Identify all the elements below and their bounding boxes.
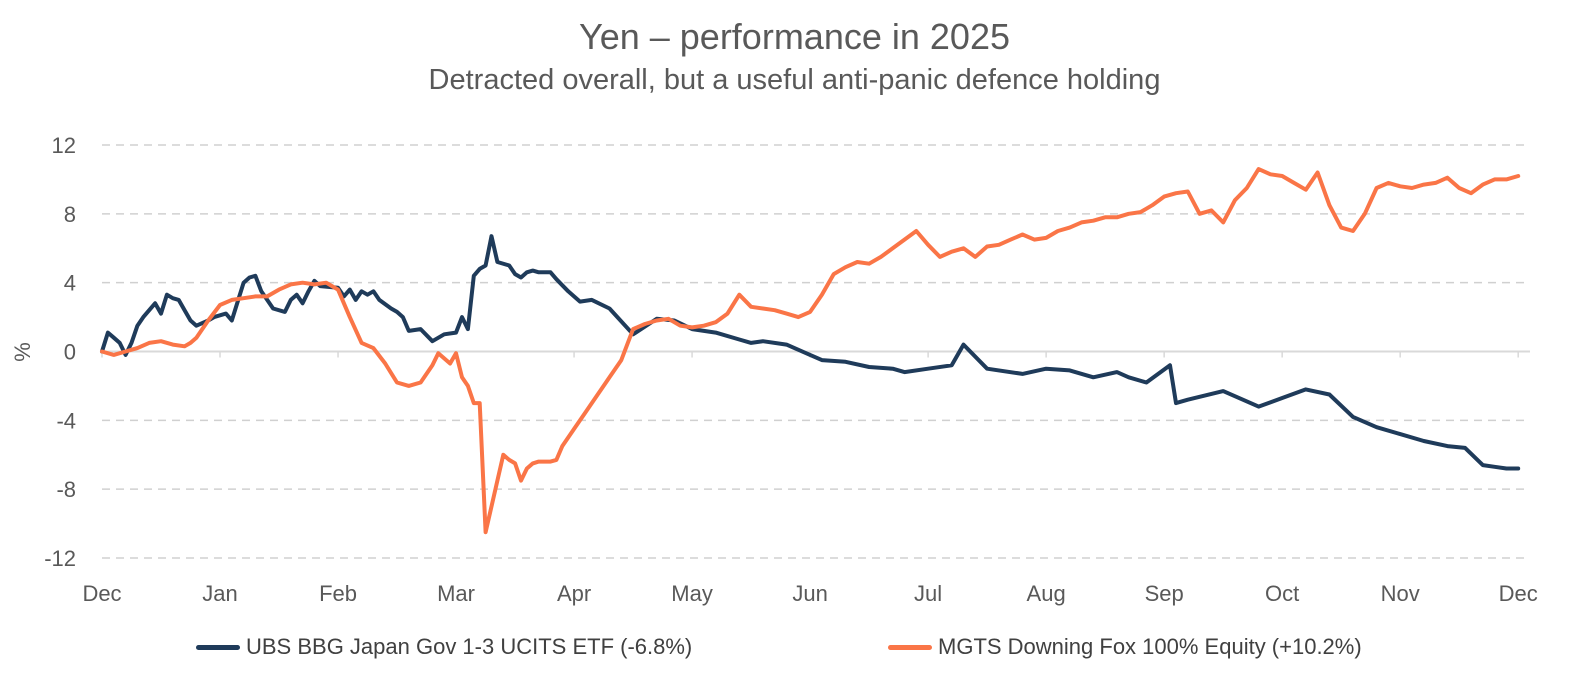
x-tick-label: Sep xyxy=(1145,581,1184,606)
y-tick-label: 8 xyxy=(64,202,76,227)
legend: UBS BBG Japan Gov 1-3 UCITS ETF (-6.8%) … xyxy=(0,634,1589,666)
series-line-ubs xyxy=(100,234,1521,471)
y-tick-label: -12 xyxy=(44,546,76,571)
y-tick-label: -4 xyxy=(56,408,76,433)
series-line-mgts xyxy=(100,167,1521,535)
x-axis-ticks: Dec Jan Feb Mar Apr May Jun Jul Aug Sep Oct Nov Dec xyxy=(82,351,1538,606)
legend-swatch-mgts xyxy=(888,644,932,650)
chart-subtitle: Detracted overall, but a useful anti-pan… xyxy=(428,64,1161,96)
y-tick-label: 4 xyxy=(64,271,76,296)
x-tick-label: Apr xyxy=(557,581,591,606)
x-tick-label: Dec xyxy=(82,581,121,606)
x-tick-label: Nov xyxy=(1381,581,1420,606)
legend-label-mgts: MGTS Downing Fox 100% Equity (+10.2%) xyxy=(938,634,1362,659)
series-lines xyxy=(100,167,1521,535)
y-axis-ticks: 12 8 4 0 -4 -8 -12 xyxy=(44,133,76,571)
x-tick-label: Aug xyxy=(1027,581,1066,606)
legend-label-ubs: UBS BBG Japan Gov 1-3 UCITS ETF (-6.8%) xyxy=(246,634,693,659)
legend-item-ubs: UBS BBG Japan Gov 1-3 UCITS ETF (-6.8%) xyxy=(196,634,692,660)
x-tick-label: Jan xyxy=(202,581,237,606)
legend-item-mgts: MGTS Downing Fox 100% Equity (+10.2%) xyxy=(888,634,1362,660)
chart-title: Yen – performance in 2025 xyxy=(579,16,1010,57)
y-axis-label: % xyxy=(10,342,35,362)
y-tick-label: 0 xyxy=(64,340,76,365)
x-tick-label: Mar xyxy=(437,581,475,606)
x-tick-label: Jul xyxy=(914,581,942,606)
x-tick-label: May xyxy=(671,581,713,606)
x-tick-label: Jun xyxy=(792,581,827,606)
x-tick-label: Oct xyxy=(1265,581,1299,606)
gridlines xyxy=(102,144,1530,559)
x-tick-label: Dec xyxy=(1499,581,1538,606)
y-tick-label: -8 xyxy=(56,477,76,502)
x-tick-label: Feb xyxy=(319,581,357,606)
legend-swatch-ubs xyxy=(196,644,240,650)
y-tick-label: 12 xyxy=(52,133,76,158)
